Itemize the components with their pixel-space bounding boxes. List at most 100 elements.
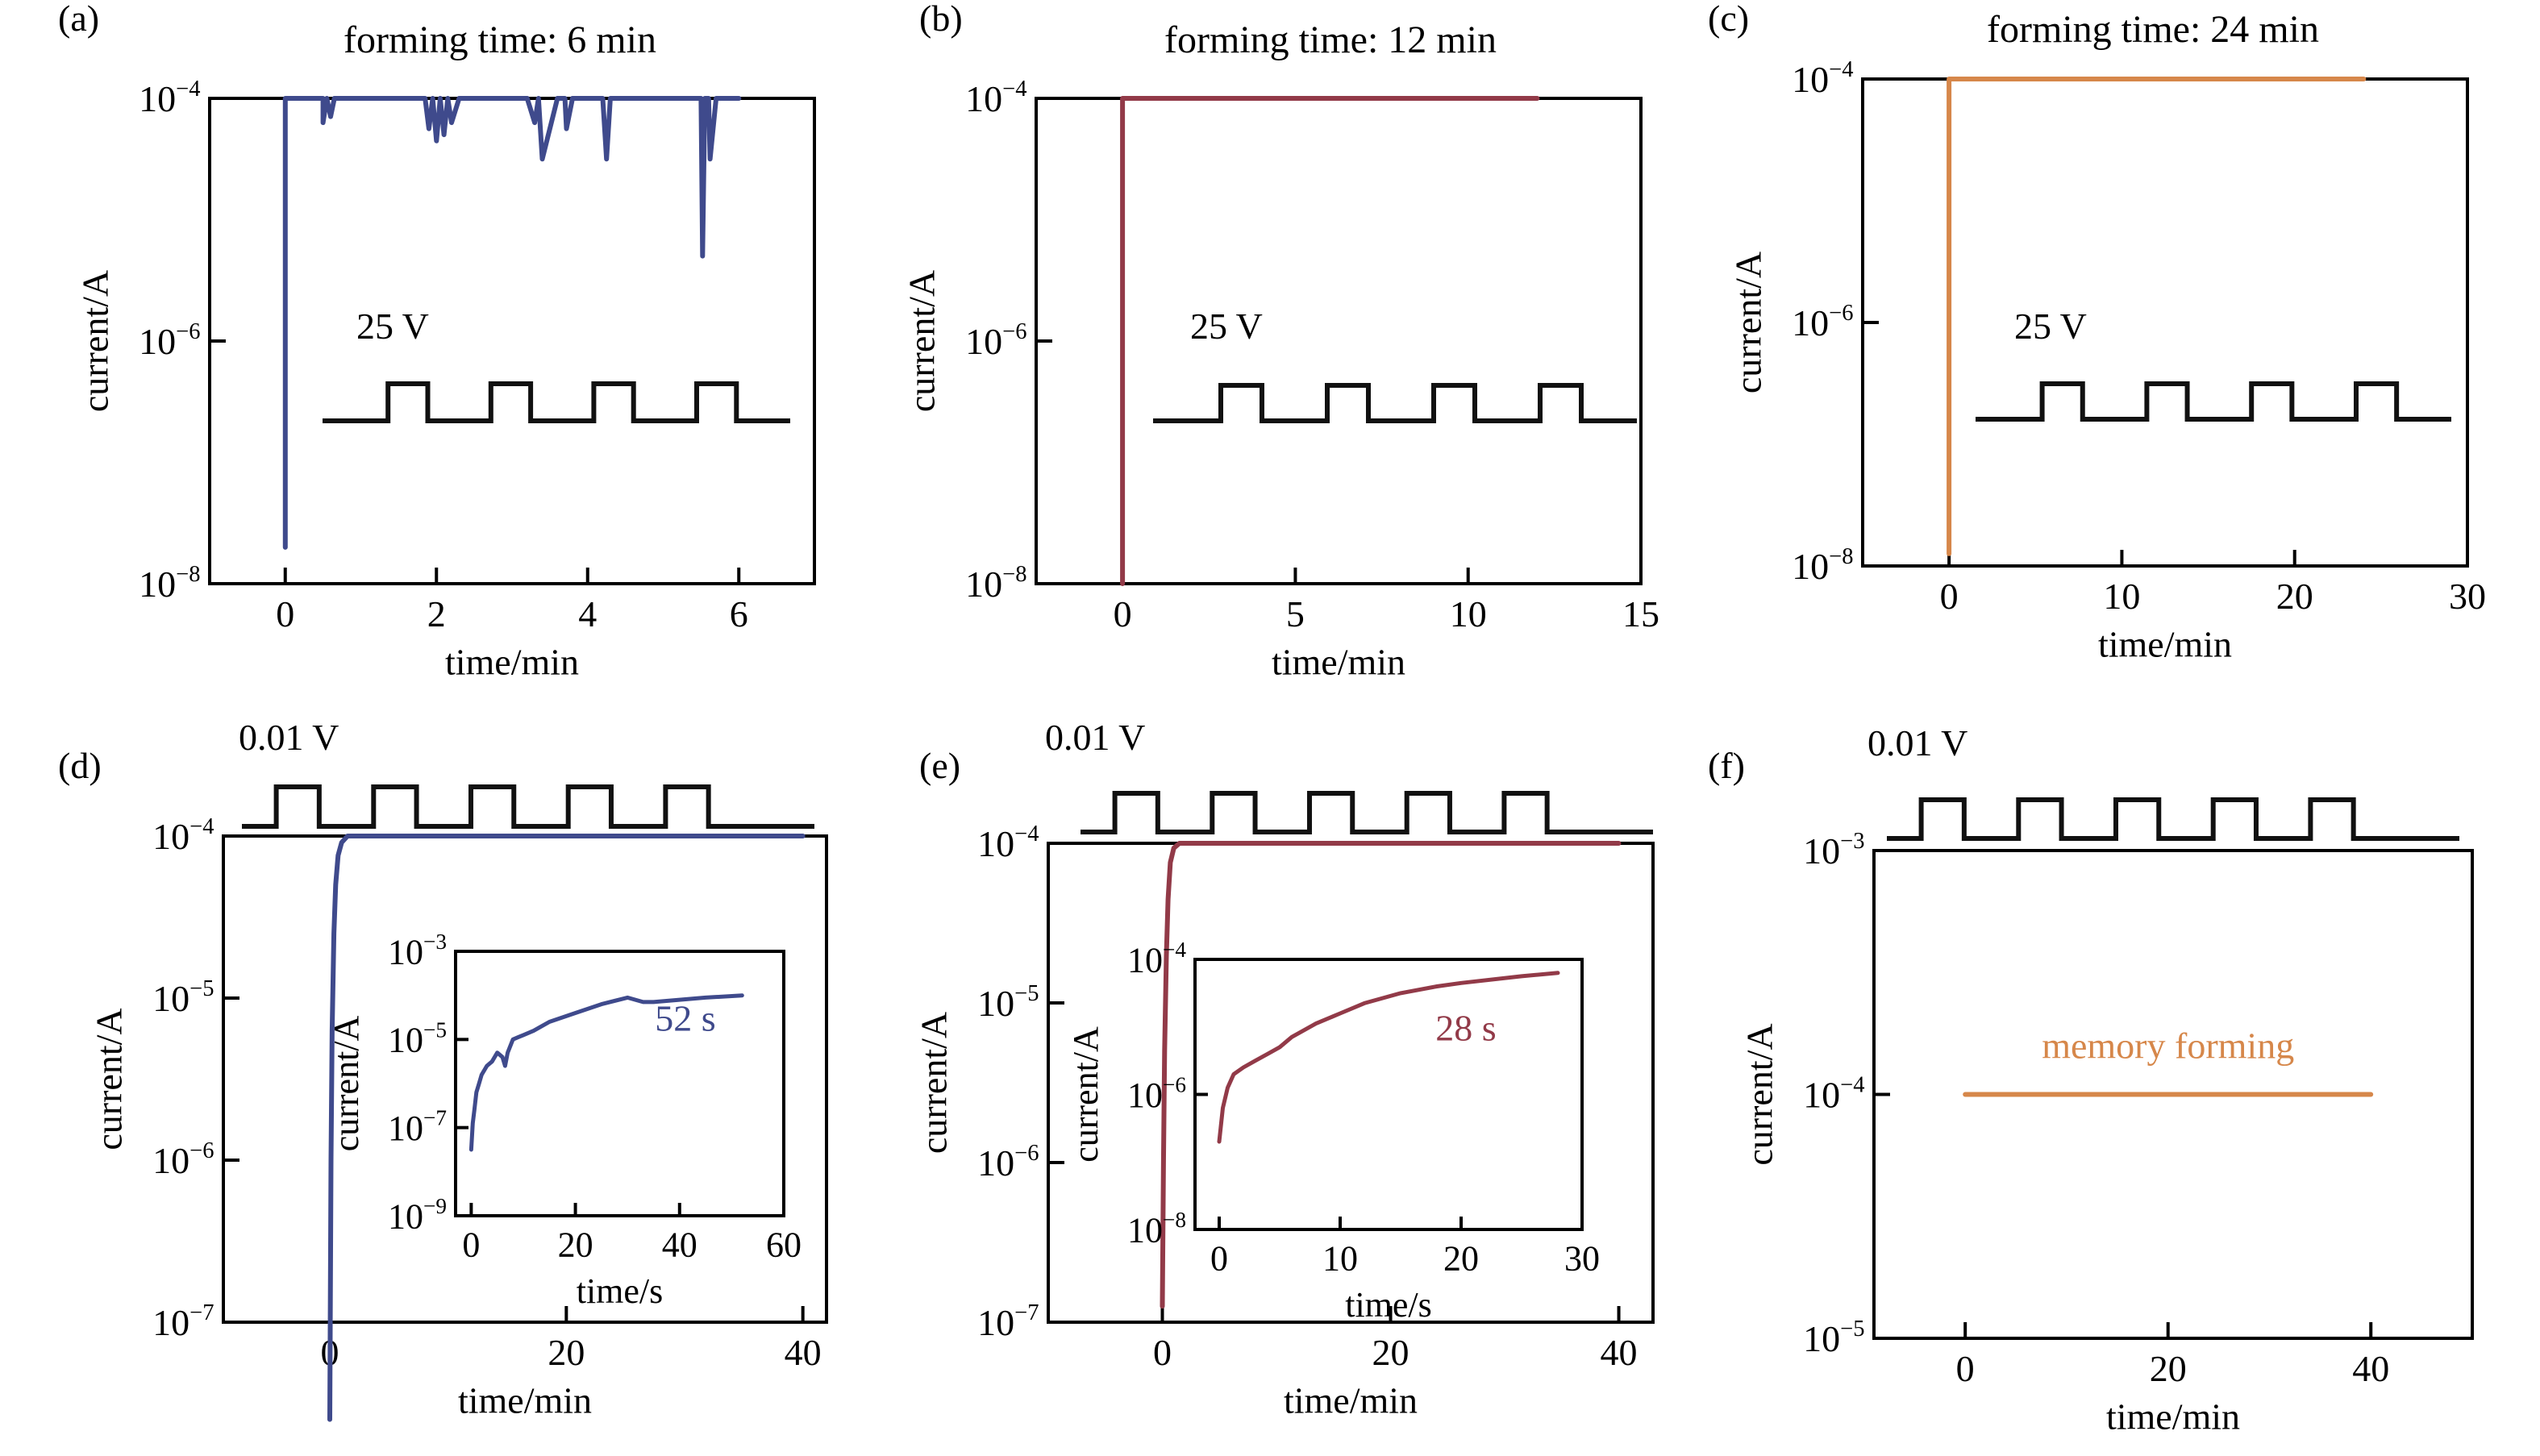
x-tick-label: 2: [427, 593, 446, 634]
x-tick-label: 0: [276, 593, 294, 634]
y-tick-label-base: 10: [139, 78, 176, 119]
y-tick-label: 10−7: [388, 1106, 447, 1148]
panel-e: (e)0 20 4010−710−610−510−4time/mincurrent/…: [914, 717, 1655, 1421]
y-tick-label-base: 10: [1792, 546, 1829, 587]
panel-label: (e): [919, 745, 960, 786]
y-tick-label: 10−4: [965, 77, 1026, 119]
panel-d: (d)0 20 4010−710−610−510−4time/mincurrent/…: [58, 717, 828, 1422]
y-tick-label-exponent: −4: [1002, 77, 1026, 102]
y-tick-label: 10−9: [388, 1194, 447, 1236]
inset-current-trace: [1217, 971, 1560, 1144]
x-axis-label: time/min: [445, 642, 579, 683]
panel-title: forming time: 24 min: [1987, 8, 2319, 51]
y-tick-label-exponent: −7: [189, 1300, 214, 1325]
current-trace: [1947, 77, 2367, 556]
voltage-pulse-train: [1887, 797, 2459, 841]
y-tick-label-base: 10: [1803, 1318, 1840, 1359]
y-tick-label-base: 10: [388, 1109, 423, 1148]
x-tick-label: 30: [1564, 1239, 1600, 1279]
x-axis-label: time/s: [577, 1271, 664, 1311]
y-tick-label-base: 10: [388, 1021, 423, 1060]
plot-frame: [454, 950, 785, 1217]
y-tick-label: 10−8: [965, 562, 1026, 605]
pulse-voltage-label: 25 V: [356, 306, 429, 347]
inset-background: [456, 951, 784, 1216]
y-axis-label: current/A: [327, 1015, 366, 1151]
panel-title: forming time: 12 min: [1164, 19, 1497, 61]
y-tick-label-exponent: −6: [1014, 1141, 1039, 1166]
y-tick-label-base: 10: [152, 978, 189, 1019]
y-tick-label: 10−3: [1803, 829, 1864, 872]
y-axis-label: current/A: [1728, 252, 1769, 393]
y-tick-label-base: 10: [1792, 302, 1829, 343]
y-axis-label: current/A: [89, 1008, 130, 1150]
y-tick-label: 10−7: [152, 1300, 214, 1343]
x-tick-label: 10: [2103, 576, 2140, 617]
x-axis-label: time/min: [1284, 1380, 1418, 1421]
y-tick-label: 10−3: [388, 930, 447, 971]
x-tick-label: 0: [1153, 1332, 1172, 1373]
x-tick-label: 4: [578, 593, 597, 634]
y-tick-label-exponent: −4: [189, 814, 214, 839]
y-tick-label-base: 10: [388, 932, 423, 971]
x-tick-label: 20: [558, 1225, 593, 1265]
y-tick-label-exponent: −3: [423, 930, 447, 954]
y-tick-label-base: 10: [1127, 940, 1163, 980]
x-tick-label: 40: [2352, 1348, 2389, 1389]
y-tick-label: 10−4: [152, 814, 214, 857]
x-tick-label: 40: [662, 1225, 697, 1265]
y-tick-label-exponent: −5: [423, 1017, 447, 1042]
y-tick-label: 10−4: [1803, 1072, 1864, 1115]
panel-label: (a): [58, 0, 99, 39]
panel-title: forming time: 6 min: [344, 19, 656, 61]
x-tick-label: 60: [766, 1225, 802, 1265]
pulse-voltage-label: 0.01 V: [1868, 722, 1967, 763]
y-tick-label-exponent: −7: [423, 1106, 447, 1130]
y-axis-label: current/A: [1066, 1026, 1106, 1163]
x-axis-label: time/min: [2106, 1396, 2240, 1437]
y-tick-label-base: 10: [1792, 59, 1829, 100]
plot-frame: [1035, 97, 1643, 585]
x-tick-label: 20: [2150, 1348, 2187, 1389]
x-tick-label: 0: [462, 1225, 480, 1265]
y-tick-label-exponent: −4: [1829, 57, 1853, 82]
y-tick-label-base: 10: [965, 321, 1002, 362]
y-tick-label-base: 10: [152, 1140, 189, 1181]
x-tick-label: 6: [730, 593, 748, 634]
y-tick-label-base: 10: [1127, 1210, 1163, 1250]
y-tick-label-exponent: −6: [1002, 319, 1026, 344]
x-tick-label: 10: [1322, 1239, 1358, 1279]
voltage-pulse-train: [323, 381, 790, 423]
x-tick-label: 0: [1956, 1348, 1975, 1389]
y-tick-label-exponent: −6: [1829, 301, 1853, 326]
y-axis-label: current/A: [914, 1012, 955, 1154]
current-trace: [1120, 96, 1540, 586]
y-tick-label: 10−6: [977, 1141, 1039, 1184]
y-tick-label-exponent: −3: [1840, 829, 1864, 854]
panel-f: (f)0 20 4010−510−410−3time/mincurrent/A0.0…: [1708, 722, 2474, 1437]
x-axis-label: time/min: [1272, 642, 1405, 683]
y-tick-label-base: 10: [977, 983, 1014, 1024]
y-tick-label-exponent: −6: [189, 1138, 214, 1163]
plot-frame: [1861, 77, 2469, 568]
x-axis-label: time/min: [2098, 624, 2232, 665]
y-tick-label: 10−6: [139, 319, 200, 362]
y-tick-label-base: 10: [152, 816, 189, 857]
y-axis-label: current/A: [75, 270, 116, 412]
pulse-voltage-label: 0.01 V: [1045, 717, 1145, 758]
current-trace: [282, 96, 742, 550]
y-tick-label: 10−4: [139, 77, 200, 119]
y-tick-label-exponent: −5: [189, 976, 214, 1001]
y-tick-label-exponent: −7: [1014, 1300, 1039, 1325]
voltage-pulse-train: [1153, 383, 1637, 423]
x-axis-label: time/s: [1345, 1285, 1432, 1325]
y-tick-label-base: 10: [1803, 1075, 1840, 1116]
y-tick-label-exponent: −9: [423, 1194, 447, 1218]
x-tick-label: 20: [1372, 1332, 1409, 1373]
inset-time-annotation: 52 s: [655, 997, 715, 1038]
y-tick-label-base: 10: [1127, 1075, 1163, 1115]
